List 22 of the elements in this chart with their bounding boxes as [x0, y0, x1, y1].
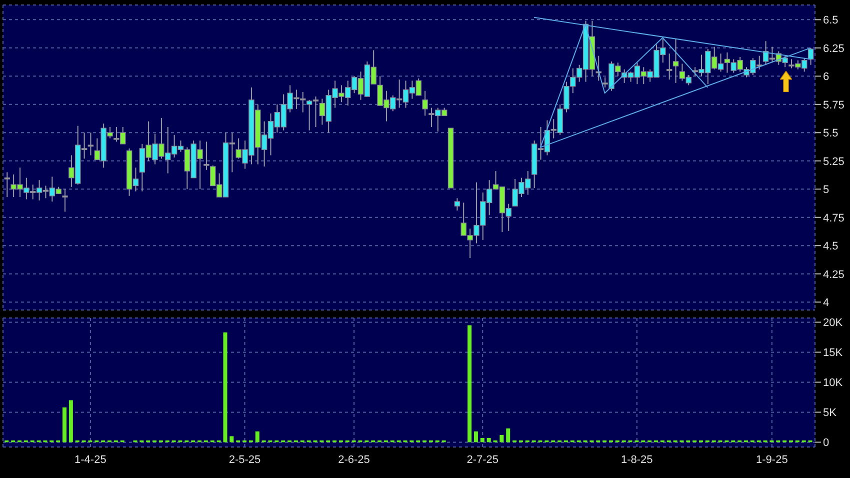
x-tick-label: 1-9-25: [756, 454, 788, 466]
y-tick-label: 6: [823, 71, 830, 84]
y-tick-label: 5K: [823, 407, 838, 420]
y-tick-label: 5.25: [823, 156, 844, 168]
x-tick-label: 1-8-25: [621, 454, 653, 466]
x-tick-label: 2-6-25: [338, 454, 370, 466]
y-tick-label: 5.75: [823, 99, 844, 112]
y-tick-label: 20K: [823, 317, 844, 330]
y-tick-label: 4: [823, 297, 830, 309]
y-tick-label: 4.25: [823, 268, 844, 281]
x-tick-label: 2-5-25: [228, 454, 261, 466]
y-tick-label: 4.75: [823, 212, 844, 224]
y-tick-label: 4.5: [823, 240, 838, 253]
y-tick-label: 5.5: [823, 128, 838, 140]
x-tick-label: 1-4-25: [74, 454, 106, 466]
y-tick-label: 6.25: [823, 42, 844, 55]
y-tick-label: 0: [823, 437, 830, 450]
y-tick-label: 6.5: [823, 14, 838, 27]
y-tick-label: 15K: [823, 347, 844, 360]
x-tick-label: 2-7-25: [466, 454, 499, 466]
y-tick-label: 10K: [823, 377, 844, 390]
y-tick-label: 5: [823, 184, 830, 196]
